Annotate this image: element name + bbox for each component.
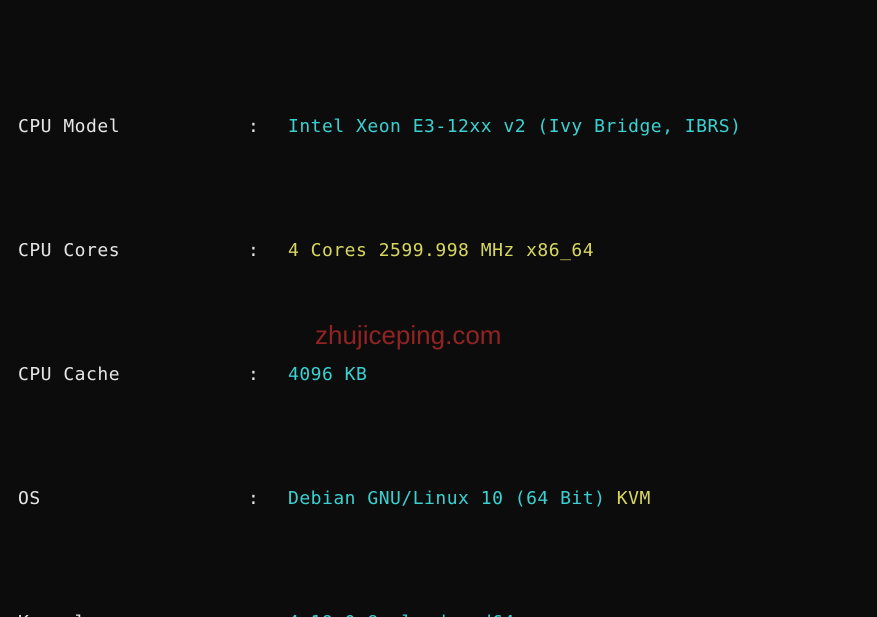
- label-cpu-model: CPU Model: [18, 111, 248, 142]
- row-os: OS : Debian GNU/Linux 10 (64 Bit) KVM: [18, 483, 859, 514]
- label-kernel: Kernel: [18, 607, 248, 617]
- row-cpu-model: CPU Model : Intel Xeon E3-12xx v2 (Ivy B…: [18, 111, 859, 142]
- separator: :: [248, 235, 288, 266]
- separator: :: [248, 607, 288, 617]
- separator: :: [248, 483, 288, 514]
- separator: :: [248, 359, 288, 390]
- label-os: OS: [18, 483, 248, 514]
- row-cpu-cores: CPU Cores : 4 Cores 2599.998 MHz x86_64: [18, 235, 859, 266]
- value-os: Debian GNU/Linux 10 (64 Bit) KVM: [288, 483, 651, 514]
- separator: :: [248, 111, 288, 142]
- value-kernel: 4.19.0-8-cloud-amd64: [288, 607, 515, 617]
- label-cpu-cache: CPU Cache: [18, 359, 248, 390]
- row-kernel: Kernel : 4.19.0-8-cloud-amd64: [18, 607, 859, 617]
- row-cpu-cache: CPU Cache : 4096 KB: [18, 359, 859, 390]
- value-cpu-model: Intel Xeon E3-12xx v2 (Ivy Bridge, IBRS): [288, 111, 741, 142]
- label-cpu-cores: CPU Cores: [18, 235, 248, 266]
- value-cpu-cache: 4096 KB: [288, 359, 367, 390]
- terminal-output: CPU Model : Intel Xeon E3-12xx v2 (Ivy B…: [0, 0, 877, 617]
- watermark-text: zhujiceping.com: [315, 320, 501, 351]
- value-cpu-cores: 4 Cores 2599.998 MHz x86_64: [288, 235, 594, 266]
